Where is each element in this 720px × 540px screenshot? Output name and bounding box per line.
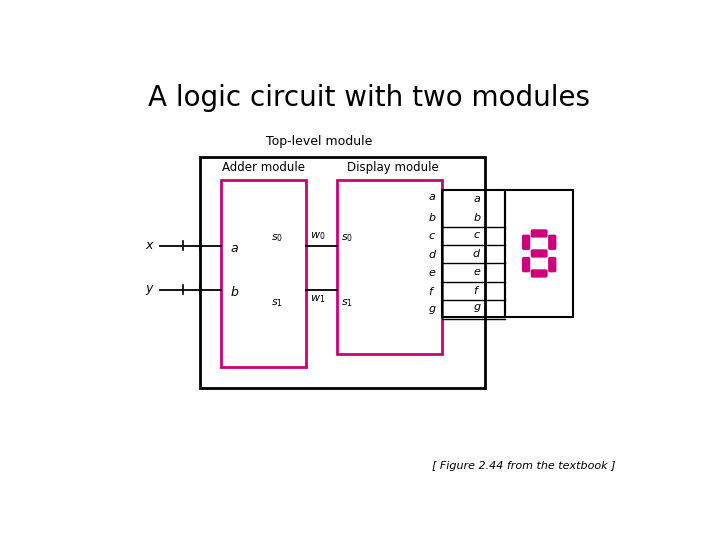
Text: $b$: $b$	[428, 211, 437, 223]
Text: $d$: $d$	[472, 247, 482, 259]
Text: $s_1$: $s_1$	[271, 298, 283, 309]
FancyBboxPatch shape	[548, 234, 557, 250]
Text: $w_0$: $w_0$	[310, 230, 326, 242]
Text: Top-level module: Top-level module	[266, 135, 372, 148]
Text: $x$: $x$	[145, 239, 155, 252]
Text: $b$: $b$	[230, 285, 240, 299]
Text: $s_1$: $s_1$	[341, 298, 354, 309]
Text: $s_0$: $s_0$	[341, 232, 354, 244]
Bar	[199, 157, 485, 388]
FancyBboxPatch shape	[531, 269, 548, 278]
Text: $b$: $b$	[472, 211, 481, 223]
Text: A logic circuit with two modules: A logic circuit with two modules	[148, 84, 590, 112]
Bar	[442, 190, 505, 318]
Text: $s_0$: $s_0$	[271, 232, 284, 244]
FancyBboxPatch shape	[548, 257, 557, 272]
Bar	[337, 180, 442, 354]
Bar	[505, 190, 573, 318]
Text: $w_1$: $w_1$	[310, 294, 326, 305]
Text: $y$: $y$	[145, 282, 155, 296]
FancyBboxPatch shape	[531, 230, 548, 238]
Text: $e$: $e$	[428, 268, 436, 278]
Text: Adder module: Adder module	[222, 161, 305, 174]
FancyBboxPatch shape	[522, 257, 530, 272]
Text: $f$: $f$	[428, 285, 436, 297]
Text: $d$: $d$	[428, 248, 437, 260]
Text: Display module: Display module	[347, 161, 438, 174]
Text: $c$: $c$	[473, 230, 481, 240]
Text: $a$: $a$	[230, 241, 239, 254]
Text: [ Figure 2.44 from the textbook ]: [ Figure 2.44 from the textbook ]	[432, 461, 616, 471]
Text: $e$: $e$	[473, 267, 481, 276]
Text: $c$: $c$	[428, 231, 436, 241]
FancyBboxPatch shape	[522, 234, 530, 250]
Text: $a$: $a$	[428, 192, 436, 202]
Bar	[221, 180, 306, 367]
Text: $g$: $g$	[428, 303, 437, 316]
Text: $a$: $a$	[473, 194, 481, 204]
Text: $g$: $g$	[472, 302, 481, 314]
Text: $f$: $f$	[473, 284, 480, 296]
FancyBboxPatch shape	[531, 249, 548, 258]
